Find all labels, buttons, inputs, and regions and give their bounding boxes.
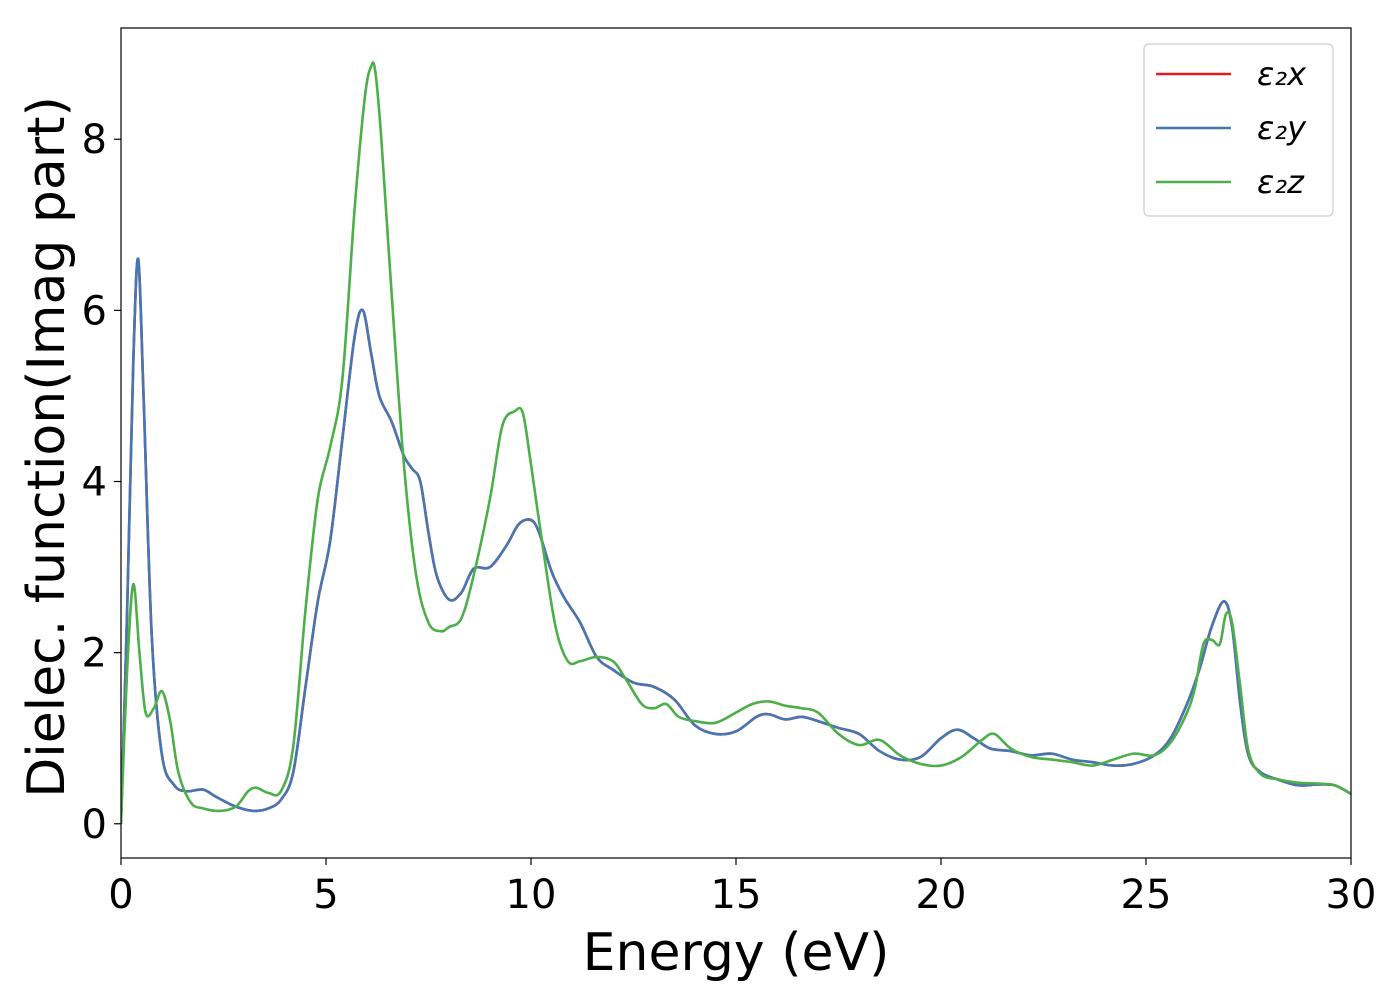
y-axis-title: Dielec. function(Imag part) <box>17 96 77 798</box>
x-tick-label: 30 <box>1326 872 1377 918</box>
series-line-3 <box>121 61 1351 824</box>
legend: ε₂x ε₂y ε₂z <box>1143 43 1334 217</box>
y-axis: 0 2 4 6 8 <box>82 117 121 848</box>
y-tick-label: 2 <box>82 631 107 677</box>
x-tick-label: 10 <box>506 872 557 918</box>
x-axis-title: Energy (eV) <box>583 923 890 983</box>
y-tick-label: 8 <box>82 117 107 163</box>
x-tick-label: 15 <box>711 872 762 918</box>
legend-label: ε₂x <box>1257 55 1307 93</box>
y-tick-label: 6 <box>82 288 107 334</box>
x-tick-label: 20 <box>916 872 967 918</box>
x-axis: 0 5 10 15 20 25 30 <box>108 858 1376 918</box>
x-tick-label: 0 <box>108 872 133 918</box>
series-line-2 <box>121 257 1351 824</box>
x-tick-label: 25 <box>1121 872 1172 918</box>
legend-label: ε₂z <box>1257 163 1305 201</box>
y-tick-label: 0 <box>82 802 107 848</box>
x-tick-label: 5 <box>313 872 338 918</box>
series-layer <box>121 61 1351 824</box>
legend-box <box>1143 43 1334 217</box>
y-tick-label: 4 <box>82 460 107 506</box>
legend-label: ε₂y <box>1257 109 1307 147</box>
